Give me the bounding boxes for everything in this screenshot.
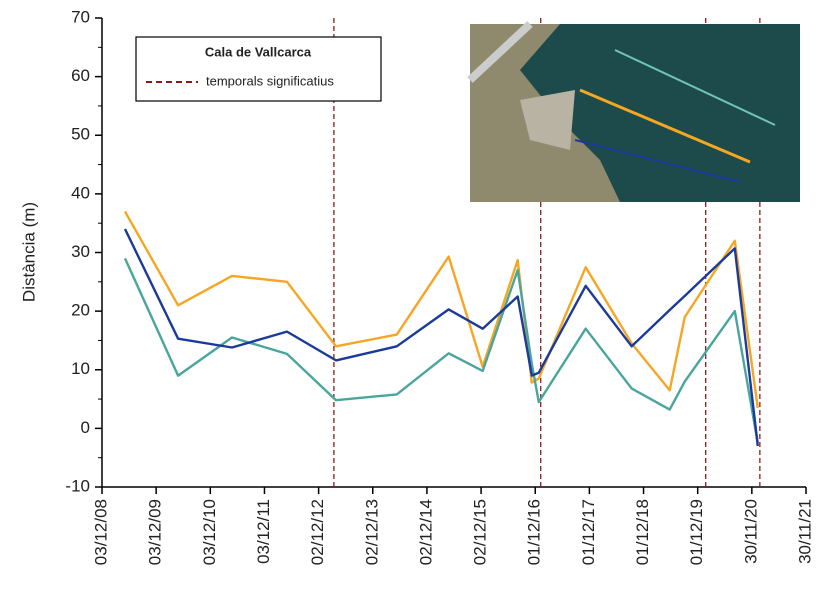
x-tick-label: 01/12/19 bbox=[687, 499, 706, 565]
inset-transect bbox=[614, 49, 776, 126]
x-tick-label: 03/12/10 bbox=[200, 499, 219, 565]
x-tick-label: 02/12/14 bbox=[416, 499, 435, 565]
y-tick-label: 20 bbox=[71, 301, 90, 320]
x-tick-label: 03/12/09 bbox=[146, 499, 165, 565]
x-tick-label: 03/12/11 bbox=[254, 499, 273, 564]
data-line bbox=[123, 257, 759, 444]
data-line bbox=[123, 210, 759, 409]
x-tick-label: 30/11/21 bbox=[795, 499, 814, 564]
x-tick-label: 02/12/12 bbox=[308, 499, 327, 565]
x-tick-label: 01/12/18 bbox=[633, 499, 652, 565]
x-tick-label: 03/12/08 bbox=[91, 499, 110, 565]
legend-label: temporals significatius bbox=[206, 73, 334, 88]
inset-transect bbox=[574, 139, 741, 183]
y-tick-label: 50 bbox=[71, 125, 90, 144]
y-axis-label: Distància (m) bbox=[19, 202, 38, 302]
data-line bbox=[123, 228, 759, 447]
inset-beach bbox=[520, 90, 575, 150]
inset-image bbox=[467, 21, 800, 202]
y-tick-label: 70 bbox=[71, 7, 90, 26]
x-tick-label: 30/11/20 bbox=[741, 499, 760, 564]
y-tick-label: 60 bbox=[71, 66, 90, 85]
x-tick-label: 02/12/15 bbox=[471, 499, 490, 565]
x-tick-label: 01/12/17 bbox=[579, 499, 598, 565]
x-tick-label: 02/12/13 bbox=[362, 499, 381, 565]
y-tick-label: 0 bbox=[81, 418, 90, 437]
legend-box bbox=[135, 36, 382, 102]
y-tick-label: 40 bbox=[71, 183, 90, 202]
y-tick-label: 30 bbox=[71, 242, 90, 261]
y-tick-label: -10 bbox=[65, 476, 90, 495]
y-tick-label: 10 bbox=[71, 359, 90, 378]
inset-road bbox=[467, 21, 533, 83]
inset-transect bbox=[579, 88, 751, 164]
x-tick-label: 01/12/16 bbox=[525, 499, 544, 565]
legend-title: Cala de Vallcarca bbox=[205, 44, 312, 59]
